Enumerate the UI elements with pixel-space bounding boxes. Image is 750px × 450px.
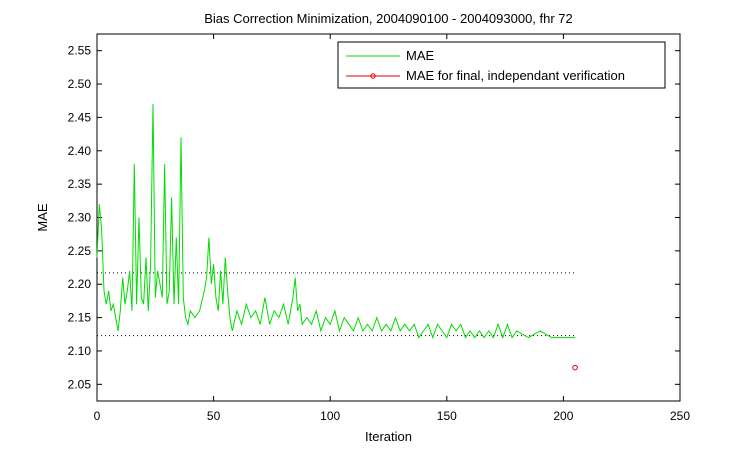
plot-frame — [96, 33, 681, 402]
y-tick-label: 2.25 — [68, 244, 92, 258]
axis-ticks: 0 50 100 150 200 250 2.05 2.10 2.15 2.20 2.25 2.30 2… — [68, 34, 690, 423]
y-tick-label: 2.30 — [68, 211, 92, 225]
legend-label-mae: MAE — [406, 48, 435, 63]
plot-content — [96, 104, 578, 371]
x-tick-label: 0 — [94, 409, 101, 423]
x-tick-label: 50 — [207, 409, 221, 423]
legend: MAE MAE for final, independant verificat… — [337, 41, 666, 89]
y-tick-label: 2.35 — [68, 177, 92, 191]
legend-label-final: MAE for final, independant verification — [406, 68, 625, 83]
y-tick-label: 2.10 — [68, 344, 92, 358]
y-tick-label: 2.45 — [68, 110, 92, 124]
y-tick-label: 2.40 — [68, 144, 92, 158]
x-tick-label: 200 — [553, 409, 573, 423]
x-axis-label: Iteration — [365, 429, 412, 444]
y-tick-label: 2.50 — [68, 77, 92, 91]
x-tick-label: 250 — [670, 409, 690, 423]
y-tick-label: 2.20 — [68, 277, 92, 291]
y-tick-label: 2.55 — [68, 44, 92, 58]
final-verification-point — [572, 364, 578, 371]
y-tick-label: 2.05 — [68, 377, 92, 391]
y-tick-label: 2.15 — [68, 311, 92, 325]
y-axis-label: MAE — [35, 203, 50, 232]
series-line-mae — [96, 104, 576, 340]
legend-box — [337, 41, 666, 89]
x-tick-label: 150 — [437, 409, 457, 423]
chart-title: Bias Correction Minimization, 2004090100… — [204, 11, 573, 26]
legend-marker-final — [370, 73, 376, 79]
x-tick-label: 100 — [320, 409, 340, 423]
